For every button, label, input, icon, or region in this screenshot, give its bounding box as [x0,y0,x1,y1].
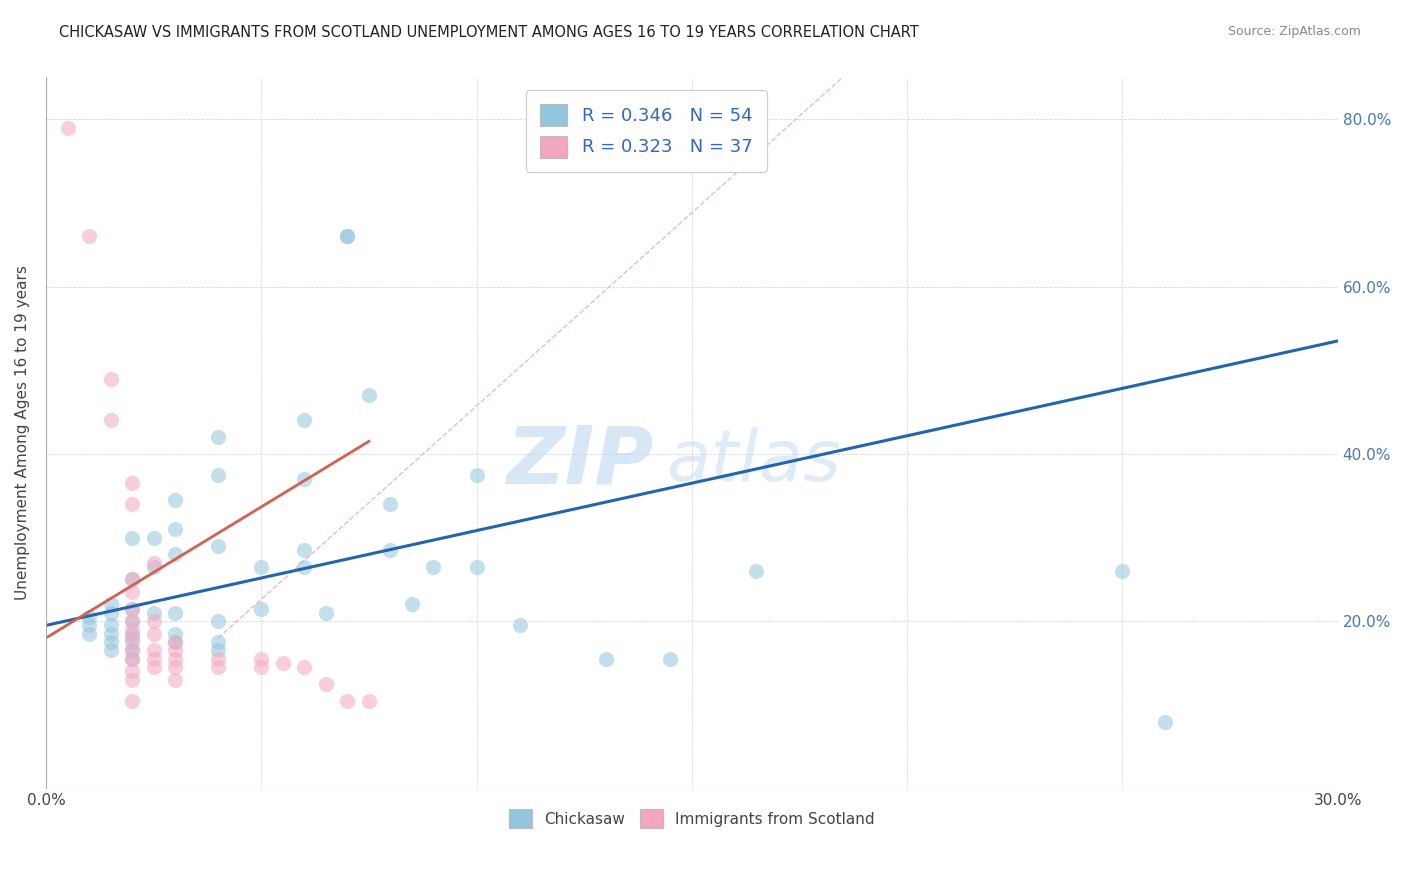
Point [121,601,143,615]
Point [142,606,165,620]
Point [357,694,380,708]
Point [165,652,187,666]
Text: ZIP: ZIP [506,423,652,500]
Point [207,467,229,482]
Legend: Chickasaw, Immigrants from Scotland: Chickasaw, Immigrants from Scotland [503,804,882,834]
Point [595,652,617,666]
Point [100,606,122,620]
Text: atlas: atlas [666,427,841,496]
Point [292,660,315,674]
Point [77,626,100,640]
Point [121,601,143,615]
Point [100,413,122,427]
Point [142,626,165,640]
Point [207,430,229,444]
Point [56,120,79,135]
Point [165,635,187,649]
Point [465,467,488,482]
Point [121,573,143,587]
Point [745,564,768,578]
Point [121,643,143,657]
Point [165,673,187,687]
Point [121,635,143,649]
Point [207,539,229,553]
Point [380,543,402,558]
Point [165,547,187,561]
Point [250,601,273,615]
Text: Source: ZipAtlas.com: Source: ZipAtlas.com [1227,25,1361,38]
Point [100,371,122,385]
Point [207,652,229,666]
Point [422,559,444,574]
Point [77,229,100,244]
Point [250,559,273,574]
Point [100,643,122,657]
Point [380,497,402,511]
Point [336,694,359,708]
Point [121,665,143,679]
Point [165,635,187,649]
Point [142,559,165,574]
Point [121,614,143,628]
Point [142,614,165,628]
Point [142,660,165,674]
Point [292,472,315,486]
Point [336,229,359,244]
Point [121,585,143,599]
Point [659,652,682,666]
Point [142,531,165,545]
Point [315,677,337,691]
Point [121,476,143,491]
Point [292,543,315,558]
Point [121,497,143,511]
Point [121,626,143,640]
Point [121,531,143,545]
Point [271,656,294,670]
Point [121,652,143,666]
Point [207,660,229,674]
Point [336,229,359,244]
Point [207,635,229,649]
Point [465,559,488,574]
Point [121,673,143,687]
Point [165,660,187,674]
Point [509,618,531,632]
Point [315,606,337,620]
Point [292,559,315,574]
Point [142,652,165,666]
Point [121,623,143,637]
Point [165,626,187,640]
Point [1154,714,1177,729]
Point [121,614,143,628]
Point [165,492,187,507]
Point [207,643,229,657]
Point [142,643,165,657]
Point [100,618,122,632]
Point [121,631,143,645]
Point [165,522,187,536]
Point [165,606,187,620]
Point [292,413,315,427]
Point [77,618,100,632]
Point [250,652,273,666]
Point [121,652,143,666]
Point [142,556,165,570]
Point [100,598,122,612]
Point [121,643,143,657]
Point [100,635,122,649]
Point [77,610,100,624]
Point [357,388,380,402]
Point [1111,564,1133,578]
Point [121,573,143,587]
Y-axis label: Unemployment Among Ages 16 to 19 years: Unemployment Among Ages 16 to 19 years [15,266,30,600]
Point [100,626,122,640]
Point [165,643,187,657]
Point [121,694,143,708]
Text: CHICKASAW VS IMMIGRANTS FROM SCOTLAND UNEMPLOYMENT AMONG AGES 16 TO 19 YEARS COR: CHICKASAW VS IMMIGRANTS FROM SCOTLAND UN… [59,25,918,40]
Point [207,614,229,628]
Point [250,660,273,674]
Point [401,598,423,612]
